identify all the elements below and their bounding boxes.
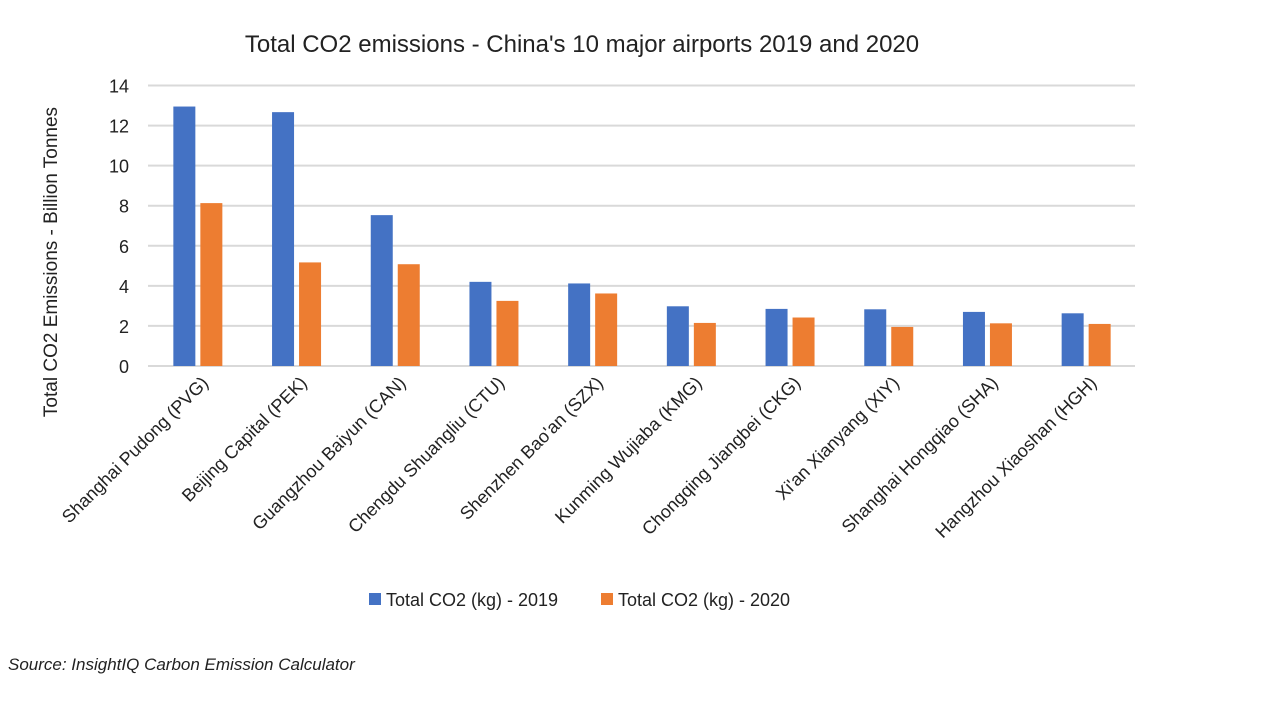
- chart-title: Total CO2 emissions - China's 10 major a…: [245, 31, 919, 58]
- y-tick-label: 0: [119, 357, 129, 377]
- bar-2020: [891, 326, 914, 366]
- x-tick-label: Chengdu Shuangliu (CTU): [344, 373, 508, 537]
- x-tick-label: Hangzhou Xiaoshan (HGH): [931, 373, 1100, 542]
- bar-2020: [595, 293, 618, 366]
- bar-2019: [962, 311, 985, 366]
- bar-2020: [989, 323, 1012, 366]
- bar-2020: [299, 262, 322, 366]
- y-axis-label: Total CO2 Emissions - Billion Tonnes: [41, 107, 62, 417]
- legend-swatch: [369, 593, 381, 605]
- legend-label: Total CO2 (kg) - 2020: [618, 590, 790, 610]
- x-tick-label: Shanghai Hongqiao (SHA): [838, 373, 1002, 537]
- legend-label: Total CO2 (kg) - 2019: [386, 590, 558, 610]
- y-tick-label: 12: [109, 117, 129, 137]
- y-tick-label: 4: [119, 277, 129, 297]
- y-tick-label: 8: [119, 197, 129, 217]
- bar-2019: [765, 308, 788, 366]
- bar-2020: [397, 264, 420, 366]
- y-tick-label: 10: [109, 157, 129, 177]
- bar-2019: [568, 283, 591, 366]
- y-tick-label: 6: [119, 237, 129, 257]
- bar-2020: [693, 322, 716, 366]
- bar-2019: [1061, 313, 1084, 366]
- bar-2020: [200, 203, 223, 366]
- bar-2019: [864, 309, 887, 366]
- legend-swatch: [601, 593, 613, 605]
- bar-2019: [469, 281, 492, 366]
- bar-2019: [370, 215, 393, 366]
- bar-2020: [496, 300, 519, 366]
- bar-2020: [1088, 323, 1111, 366]
- y-tick-label: 2: [119, 317, 129, 337]
- bar-2019: [272, 112, 295, 367]
- x-tick-label: Chongqing Jiangbei (CKG): [638, 373, 804, 539]
- bar-2020: [792, 317, 815, 366]
- bar-2019: [173, 106, 196, 366]
- y-tick-label: 14: [109, 77, 129, 97]
- source-note: Source: InsightIQ Carbon Emission Calcul…: [8, 655, 355, 674]
- bar-2019: [666, 306, 689, 366]
